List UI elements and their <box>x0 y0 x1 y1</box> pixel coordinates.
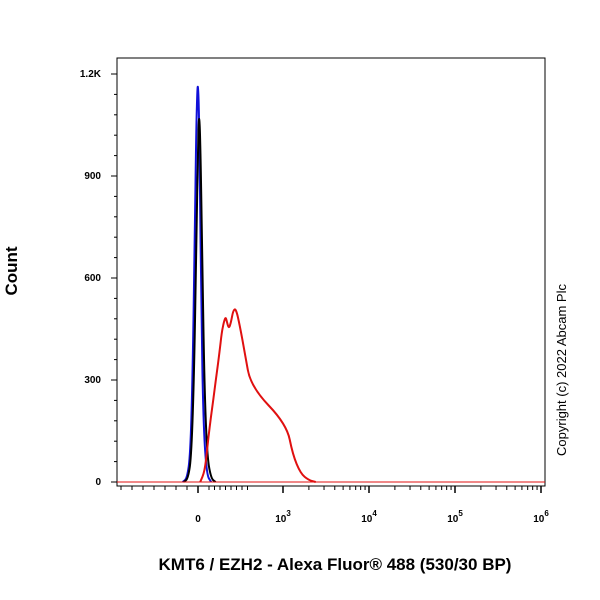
histogram-series-1 <box>181 85 213 483</box>
x-axis-title: KMT6 / EZH2 - Alexa Fluor® 488 (530/30 B… <box>159 555 512 574</box>
x-tick-exponent: 5 <box>458 509 463 518</box>
x-tick-exponent: 6 <box>544 509 549 518</box>
x-tick-label: 0 <box>195 514 201 525</box>
x-tick-base: 10 <box>533 514 545 525</box>
x-tick-base: 0 <box>195 514 201 525</box>
plot-frame <box>116 57 546 487</box>
y-tick-label: 900 <box>84 171 101 182</box>
x-tick-base: 10 <box>275 514 287 525</box>
x-tick-exponent: 3 <box>286 509 291 518</box>
histogram-series-3 <box>199 308 316 483</box>
y-tick-label: 300 <box>84 375 101 386</box>
y-axis: 0 300 600 900 1.2K <box>80 69 117 488</box>
y-tick-label: 600 <box>84 273 101 284</box>
x-tick-label: 104 <box>361 509 377 525</box>
x-tick-label: 105 <box>447 509 463 525</box>
copyright-notice: Copyright (c) 2022 Abcam Plc <box>554 284 569 456</box>
y-tick-label: 0 <box>95 477 101 488</box>
x-tick-label: 103 <box>275 509 291 525</box>
x-tick-exponent: 4 <box>372 509 377 518</box>
y-tick-label: 1.2K <box>80 69 102 80</box>
histogram-series-2 <box>183 118 217 483</box>
x-tick-base: 10 <box>361 514 373 525</box>
series-layer <box>117 85 545 483</box>
x-tick-label: 106 <box>533 509 549 525</box>
y-axis-title: Count <box>2 246 21 295</box>
x-tick-base: 10 <box>447 514 459 525</box>
